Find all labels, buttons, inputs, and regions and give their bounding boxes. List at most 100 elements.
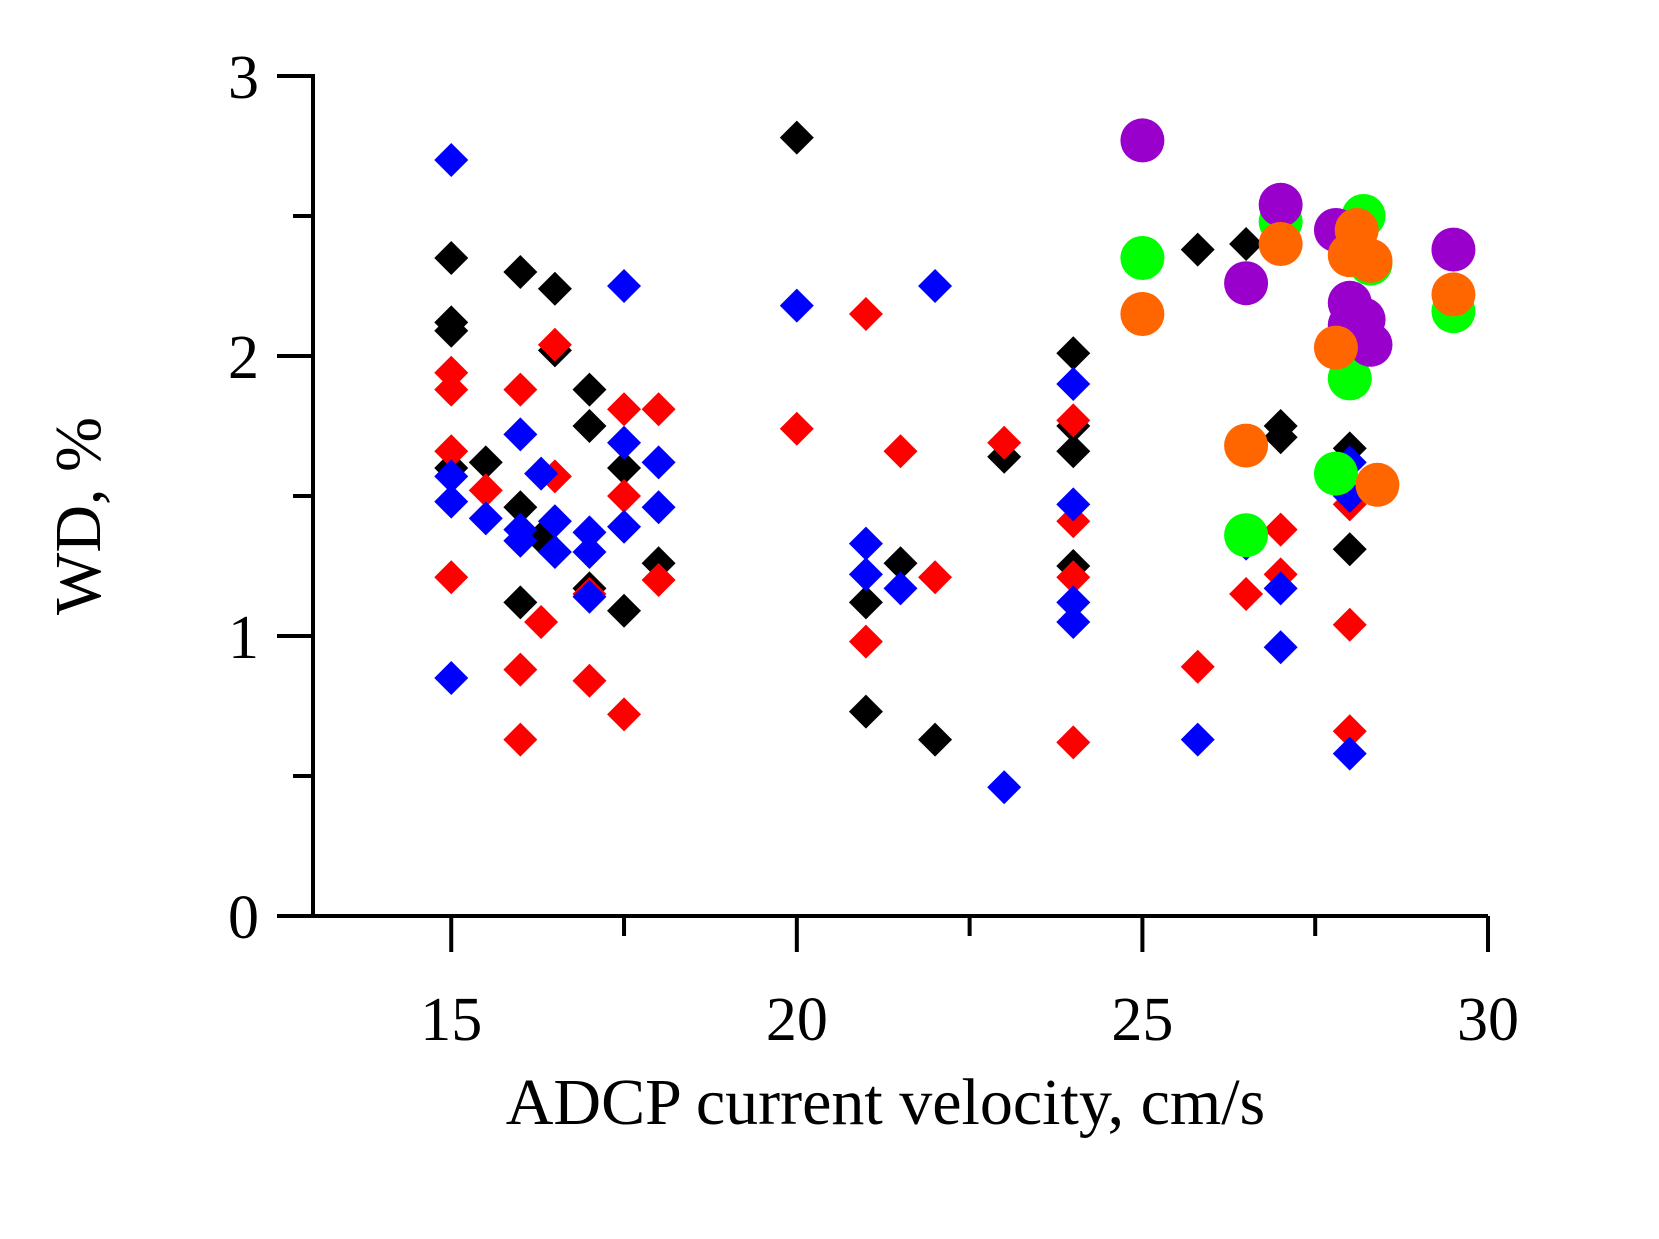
y-tick-label: 3 bbox=[228, 44, 259, 112]
data-point-diamond bbox=[572, 515, 607, 550]
data-point-diamond bbox=[1332, 607, 1367, 642]
data-point-diamond bbox=[434, 661, 469, 695]
data-point-circle bbox=[1224, 513, 1269, 558]
data-point-diamond bbox=[883, 546, 918, 581]
data-point-circle bbox=[1120, 236, 1165, 280]
data-point-diamond bbox=[1229, 227, 1264, 261]
data-point-diamond bbox=[607, 479, 642, 513]
data-point-diamond bbox=[434, 484, 469, 519]
data-point-diamond bbox=[1263, 571, 1298, 606]
data-point-diamond bbox=[1263, 420, 1298, 455]
data-point-diamond bbox=[503, 255, 538, 289]
data-point-diamond bbox=[883, 434, 918, 469]
data-point-diamond bbox=[1263, 512, 1298, 547]
data-point-circle bbox=[1258, 222, 1303, 266]
data-point-diamond bbox=[779, 411, 814, 446]
data-point-diamond bbox=[1056, 336, 1091, 371]
data-point-diamond bbox=[607, 392, 642, 427]
data-point-diamond bbox=[524, 456, 559, 491]
x-tick-label: 30 bbox=[1457, 986, 1519, 1054]
data-point-diamond bbox=[883, 571, 918, 606]
data-point-diamond bbox=[503, 652, 538, 687]
data-point-diamond bbox=[848, 297, 883, 331]
data-point-diamond bbox=[848, 585, 883, 620]
data-point-diamond bbox=[468, 445, 503, 480]
data-point-circle bbox=[1355, 462, 1400, 507]
data-point-diamond bbox=[537, 327, 572, 362]
x-axis-title: ADCP current velocity, cm/s bbox=[506, 1066, 1265, 1139]
data-point-circle bbox=[1431, 227, 1476, 272]
x-tick-label: 25 bbox=[1111, 986, 1173, 1054]
data-point-diamond bbox=[607, 269, 642, 303]
data-point-diamond bbox=[641, 490, 676, 525]
data-point-diamond bbox=[434, 313, 469, 348]
data-point-diamond bbox=[1056, 725, 1091, 760]
data-point-diamond bbox=[468, 501, 503, 536]
data-point-diamond bbox=[503, 523, 538, 558]
data-point-diamond bbox=[434, 560, 469, 595]
y-tick-label: 1 bbox=[228, 604, 259, 672]
data-point-diamond bbox=[572, 372, 607, 407]
data-point-diamond bbox=[1056, 560, 1091, 595]
data-point-diamond bbox=[503, 417, 538, 452]
y-axis-title: WD, % bbox=[42, 417, 115, 615]
data-point-diamond bbox=[607, 451, 642, 485]
data-point-circle bbox=[1431, 272, 1476, 317]
data-point-diamond bbox=[1332, 736, 1367, 771]
data-point-diamond bbox=[607, 593, 642, 628]
data-point-diamond bbox=[1056, 367, 1091, 401]
data-point-diamond bbox=[779, 288, 814, 323]
plot-marks bbox=[434, 118, 1476, 805]
data-point-diamond bbox=[434, 434, 469, 469]
data-point-diamond bbox=[848, 557, 883, 592]
data-point-diamond bbox=[607, 509, 642, 544]
data-point-diamond bbox=[537, 271, 572, 306]
data-point-circle bbox=[1224, 423, 1269, 468]
data-point-diamond bbox=[524, 605, 559, 639]
data-point-diamond bbox=[1229, 577, 1264, 611]
data-point-diamond bbox=[434, 241, 469, 275]
data-point-diamond bbox=[572, 663, 607, 698]
data-point-diamond bbox=[779, 120, 814, 155]
data-point-diamond bbox=[572, 579, 607, 614]
data-point-diamond bbox=[1056, 487, 1091, 522]
data-point-circle bbox=[1348, 322, 1393, 367]
data-point-diamond bbox=[1056, 585, 1091, 620]
data-point-diamond bbox=[641, 563, 676, 597]
data-point-circle bbox=[1313, 325, 1358, 370]
data-point-diamond bbox=[1332, 714, 1367, 749]
data-point-diamond bbox=[1056, 403, 1091, 438]
data-point-diamond bbox=[607, 697, 642, 732]
data-point-diamond bbox=[503, 722, 538, 757]
data-point-circle bbox=[1224, 261, 1269, 306]
data-point-diamond bbox=[503, 585, 538, 620]
data-point-circle bbox=[1120, 292, 1165, 336]
data-point-circle bbox=[1348, 238, 1393, 283]
y-tick-label: 0 bbox=[228, 884, 259, 952]
data-point-diamond bbox=[987, 425, 1022, 460]
data-point-diamond bbox=[1180, 722, 1215, 757]
data-point-diamond bbox=[1056, 434, 1091, 469]
data-point-circle bbox=[1258, 182, 1303, 227]
data-point-diamond bbox=[641, 392, 676, 427]
data-point-diamond bbox=[537, 504, 572, 539]
data-point-diamond bbox=[434, 372, 469, 407]
data-point-diamond bbox=[1056, 605, 1091, 639]
data-point-diamond bbox=[503, 490, 538, 525]
data-point-diamond bbox=[503, 372, 538, 407]
data-point-circle bbox=[1313, 451, 1358, 496]
data-point-diamond bbox=[1332, 532, 1367, 567]
data-point-diamond bbox=[434, 143, 469, 177]
data-point-diamond bbox=[537, 535, 572, 569]
axes: 0 1 2 3 15 20 25 30 bbox=[228, 44, 1519, 1054]
data-point-diamond bbox=[918, 560, 953, 595]
data-point-diamond bbox=[641, 445, 676, 480]
data-point-diamond bbox=[918, 269, 953, 303]
data-point-diamond bbox=[987, 770, 1022, 805]
data-point-diamond bbox=[848, 526, 883, 561]
x-tick-label: 20 bbox=[766, 986, 828, 1054]
data-point-diamond bbox=[848, 624, 883, 659]
data-point-circle bbox=[1120, 118, 1165, 163]
data-point-diamond bbox=[468, 473, 503, 508]
